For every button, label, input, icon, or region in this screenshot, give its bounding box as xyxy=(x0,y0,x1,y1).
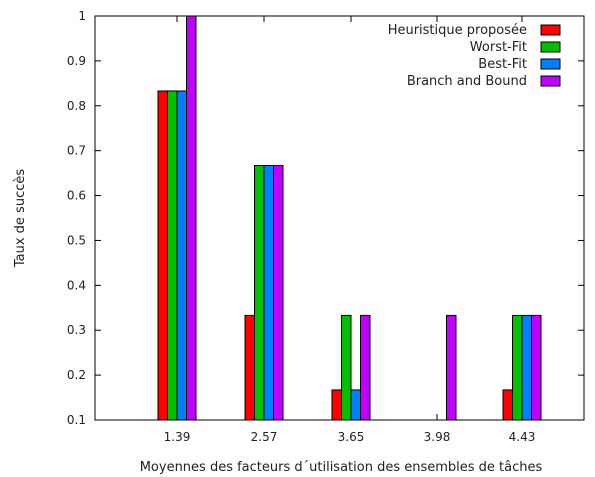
y-tick-label: 0.4 xyxy=(67,278,86,292)
y-tick-label: 0.9 xyxy=(67,54,86,68)
bar-heuristique-propos-e-2 xyxy=(331,389,342,421)
x-tick-label: 2.57 xyxy=(251,430,278,444)
x-tick-label: 3.65 xyxy=(338,430,365,444)
y-tick-label: 0.2 xyxy=(67,368,86,382)
y-axis: 0.1 0.2 0.3 0.4 0.5 0.6 0.7 0.8 0.9 1 xyxy=(67,9,584,427)
y-tick-label: 0.7 xyxy=(67,144,86,158)
y-tick-label: 0.6 xyxy=(67,189,86,203)
legend-swatch xyxy=(540,41,561,53)
bar-worst-fit-2 xyxy=(341,314,352,421)
bar-heuristique-propos-e-0 xyxy=(157,90,168,421)
x-tick-label: 1.39 xyxy=(164,430,191,444)
y-tick-label: 0.5 xyxy=(67,233,86,247)
bar-heuristique-propos-e-1 xyxy=(244,314,255,421)
legend-swatch xyxy=(540,75,561,87)
bar-best-fit-4 xyxy=(521,314,532,421)
legend-label: Branch and Bound xyxy=(407,74,527,89)
bar-branch-and-bound-1 xyxy=(273,164,284,421)
y-axis-label: Taux de succès xyxy=(13,169,28,269)
bar-branch-and-bound-3 xyxy=(446,314,457,421)
bar-best-fit-1 xyxy=(263,164,274,421)
bar-branch-and-bound-0 xyxy=(186,15,197,421)
legend-swatch xyxy=(540,58,561,70)
x-axis-label: Moyennes des facteurs d´utilisation des … xyxy=(140,460,543,475)
y-tick-label: 0.3 xyxy=(67,323,86,337)
y-tick-label: 1 xyxy=(78,9,86,23)
bar-best-fit-0 xyxy=(176,90,187,421)
bar-heuristique-propos-e-4 xyxy=(502,389,513,421)
x-tick-label: 4.43 xyxy=(509,430,536,444)
bar-worst-fit-4 xyxy=(512,314,523,421)
legend-label: Best-Fit xyxy=(478,57,527,72)
x-tick-label: 3.98 xyxy=(424,430,451,444)
y-tick-label: 0.1 xyxy=(67,413,86,427)
bar-worst-fit-0 xyxy=(167,90,178,421)
bar-worst-fit-1 xyxy=(254,164,265,421)
legend-label: Heuristique proposée xyxy=(388,23,527,38)
x-axis: 1.39 2.57 3.65 3.98 4.43 xyxy=(164,16,536,444)
bars xyxy=(157,15,542,421)
legend-swatch xyxy=(540,24,561,36)
bar-best-fit-2 xyxy=(350,389,361,421)
legend: Heuristique proposée Worst-Fit Best-Fit Bra… xyxy=(388,23,561,89)
y-tick-label: 0.8 xyxy=(67,99,86,113)
legend-label: Worst-Fit xyxy=(470,40,527,55)
bar-branch-and-bound-4 xyxy=(531,314,542,421)
bar-branch-and-bound-2 xyxy=(360,314,371,421)
